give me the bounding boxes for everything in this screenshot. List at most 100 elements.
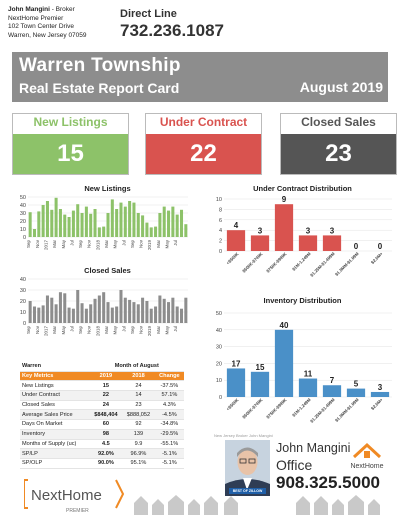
bar bbox=[28, 301, 32, 323]
stats-metric: Closed Sales bbox=[20, 400, 90, 411]
y-tick-label: 20 bbox=[20, 299, 26, 305]
stats-row: SP/LP 92.0% 96.9% -5.1% bbox=[20, 448, 184, 459]
y-tick-label: 20 bbox=[216, 361, 222, 367]
bar bbox=[250, 235, 270, 251]
x-tick-label: Jul bbox=[173, 240, 178, 246]
stats-row: Under Contract 22 14 57.1% bbox=[20, 390, 184, 401]
bar bbox=[28, 212, 32, 237]
x-tick-label: $1M-1.249M bbox=[291, 251, 312, 272]
bar bbox=[132, 302, 136, 323]
x-tick-label: May bbox=[113, 325, 118, 334]
data-label: 0 bbox=[354, 242, 359, 251]
data-label: 0 bbox=[378, 242, 383, 251]
x-tick-label: Nov bbox=[139, 239, 144, 248]
data-label: 3 bbox=[378, 383, 383, 392]
y-tick-label: 10 bbox=[20, 310, 26, 316]
stats-change: -5.1% bbox=[154, 458, 184, 469]
stats-row: Average Sales Price $848,404 $888,052 -4.5% bbox=[20, 409, 184, 421]
stats-change: -34.8% bbox=[154, 419, 184, 430]
stats-2018: 23 bbox=[122, 400, 155, 411]
data-label: 17 bbox=[232, 359, 241, 368]
bar bbox=[226, 230, 246, 251]
logo-text: NextHome bbox=[31, 487, 102, 504]
bar bbox=[274, 329, 294, 397]
bar bbox=[274, 204, 294, 251]
y-tick-label: 30 bbox=[216, 345, 222, 351]
bar bbox=[175, 214, 179, 237]
stats-row: Days On Market 60 92 -34.8% bbox=[20, 419, 184, 430]
x-tick-label: $500K-$749K bbox=[241, 251, 264, 274]
stats-2018: 14 bbox=[122, 390, 155, 401]
x-tick-label: <$500K bbox=[225, 397, 240, 412]
bar bbox=[162, 298, 166, 323]
kpi-label: Under Contract bbox=[159, 115, 248, 129]
y-tick-label: 0 bbox=[23, 235, 26, 241]
stats-change: -29.5% bbox=[154, 429, 184, 440]
y-tick-label: 10 bbox=[216, 378, 222, 384]
stats-2019: 60 bbox=[89, 419, 123, 430]
data-label: 9 bbox=[282, 195, 287, 204]
data-label: 40 bbox=[280, 321, 289, 330]
direct-line-label: Direct Line bbox=[120, 8, 177, 20]
stats-2018: 92 bbox=[122, 419, 155, 430]
stats-2019: 15 bbox=[89, 380, 123, 392]
data-label: 7 bbox=[330, 376, 335, 385]
x-tick-label: Sep bbox=[26, 240, 31, 249]
y-tick-label: 10 bbox=[20, 227, 26, 233]
zillow-badge: BEST OF ZILLOW bbox=[229, 488, 266, 494]
bar bbox=[97, 295, 101, 323]
x-tick-label: $1.5MM-$1.99M bbox=[334, 251, 360, 277]
town-title: Warren Township bbox=[19, 55, 181, 76]
x-tick-label: Nov bbox=[87, 325, 92, 334]
bar bbox=[141, 297, 145, 323]
bar bbox=[76, 204, 80, 237]
x-tick-label: May bbox=[113, 239, 118, 248]
bar bbox=[158, 295, 162, 323]
x-tick-label: Mar bbox=[104, 325, 109, 333]
bar bbox=[41, 305, 45, 323]
bar bbox=[141, 215, 145, 237]
bar bbox=[54, 197, 58, 237]
stats-2019: 22 bbox=[89, 390, 123, 401]
bar bbox=[93, 298, 97, 323]
nexthome-logo: NextHome PREMIER bbox=[24, 479, 125, 514]
x-tick-label: Jul bbox=[173, 326, 178, 332]
x-tick-label: $1M-1.249M bbox=[291, 397, 312, 418]
bar bbox=[110, 199, 114, 237]
bar bbox=[84, 206, 88, 237]
bar bbox=[158, 213, 162, 237]
kpi-label: Closed Sales bbox=[301, 115, 376, 129]
direct-line-phone[interactable]: 732.236.1087 bbox=[120, 21, 224, 40]
kpi-under-contract: Under Contract 22 bbox=[145, 113, 262, 175]
stats-2019: 24 bbox=[89, 400, 123, 411]
x-tick-label: Nov bbox=[35, 325, 40, 334]
stats-2018: 139 bbox=[122, 429, 155, 440]
x-tick-label: $2.0M+ bbox=[370, 251, 384, 265]
stats-2019: 90.0% bbox=[89, 458, 123, 469]
agent-address-line1: 102 Town Center Drive bbox=[8, 23, 74, 30]
y-tick-label: 20 bbox=[20, 219, 26, 225]
stats-change: -37.5% bbox=[154, 380, 184, 392]
kpi-value: 15 bbox=[13, 134, 128, 174]
bar bbox=[119, 290, 123, 323]
brand-small-text: NextHome bbox=[350, 463, 383, 470]
x-tick-label: Jul bbox=[121, 240, 126, 246]
bar bbox=[128, 299, 132, 323]
bar bbox=[110, 307, 114, 323]
inventory-chart-title: Inventory Distribution bbox=[263, 296, 342, 305]
x-tick-label: 2018 bbox=[95, 326, 100, 337]
bar bbox=[184, 224, 188, 237]
footer-office-phone[interactable]: 908.325.5000 bbox=[276, 473, 380, 492]
bar bbox=[167, 302, 171, 323]
y-tick-label: 2 bbox=[219, 239, 222, 245]
bar bbox=[80, 303, 84, 323]
kpi-value: 22 bbox=[146, 134, 261, 174]
report-subtitle: Real Estate Report Card bbox=[19, 80, 180, 96]
bar bbox=[63, 214, 67, 237]
stats-change: -55.1% bbox=[154, 439, 184, 450]
bar bbox=[67, 307, 71, 323]
bar bbox=[145, 222, 149, 237]
stats-metric: Inventory bbox=[20, 429, 90, 440]
x-tick-label: $500K-$749K bbox=[241, 397, 264, 420]
bar bbox=[71, 308, 75, 323]
